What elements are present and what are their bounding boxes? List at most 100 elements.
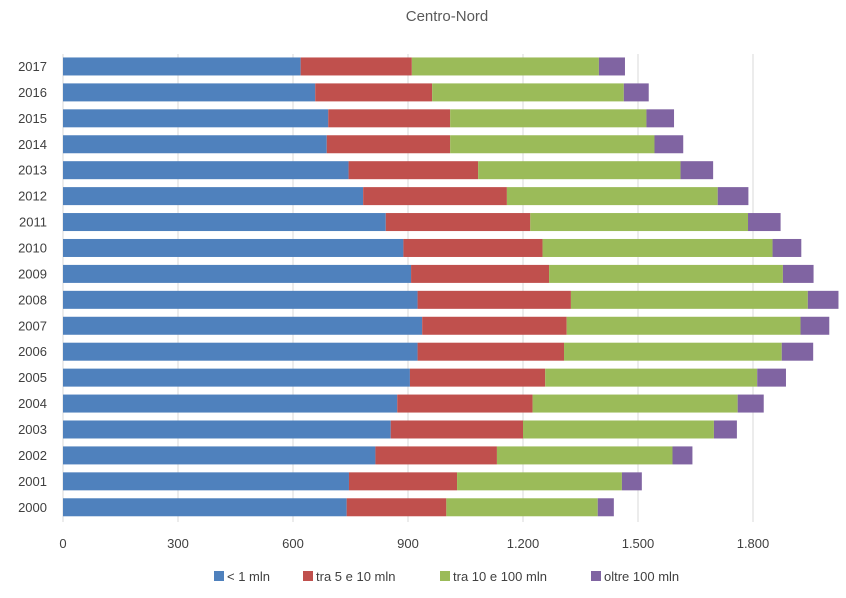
bar-segment: [530, 213, 749, 232]
bar-segment: [63, 109, 329, 128]
bar-segment: [63, 83, 316, 102]
y-tick-label: 2010: [18, 240, 47, 255]
bar-segment: [63, 213, 386, 232]
bar-segment: [672, 446, 693, 465]
bar-segment: [523, 420, 714, 439]
y-tick-label: 2000: [18, 500, 47, 515]
y-tick-label: 2007: [18, 318, 47, 333]
y-tick-label: 2002: [18, 448, 47, 463]
bar-segment: [63, 161, 349, 180]
chart-title: Centro-Nord: [406, 8, 489, 25]
bar-segment: [713, 420, 737, 439]
bar-segment: [597, 498, 614, 517]
bar-segment: [326, 135, 451, 154]
x-tick-label: 1.200: [507, 536, 540, 551]
bar-segment: [417, 342, 565, 361]
bar-segment: [506, 187, 718, 206]
bar-segment: [532, 394, 738, 413]
bar-segment: [446, 498, 598, 517]
bar-segment: [346, 498, 447, 517]
bar-segment: [63, 394, 398, 413]
bar-segment: [411, 264, 550, 283]
y-tick-label: 2017: [18, 59, 47, 74]
legend-swatch: [591, 571, 601, 581]
legend-label: oltre 100 mln: [604, 569, 679, 584]
x-tick-label: 0: [59, 536, 66, 551]
legend-swatch: [303, 571, 313, 581]
x-tick-label: 600: [282, 536, 304, 551]
bar-segment: [717, 187, 749, 206]
bar-segment: [63, 290, 418, 309]
bar-segment: [363, 187, 507, 206]
y-tick-label: 2013: [18, 163, 47, 178]
bar-segment: [375, 446, 497, 465]
x-tick-label: 900: [397, 536, 419, 551]
x-tick-label: 1.800: [737, 536, 770, 551]
y-axis-labels: 2017 2016 2015 2014 2013 2012 2011 2010 2009 2008…: [18, 59, 47, 515]
y-tick-label: 2004: [18, 396, 47, 411]
bar-segment: [800, 316, 830, 335]
bar-segment: [478, 161, 681, 180]
y-tick-label: 2001: [18, 474, 47, 489]
bar-segment: [748, 213, 781, 232]
bar-segment: [542, 238, 773, 257]
bar-segment: [772, 238, 802, 257]
bar-segment: [496, 446, 673, 465]
bar-segment: [757, 368, 786, 387]
bar-segment: [411, 57, 599, 76]
bar-segment: [545, 368, 758, 387]
bar-segment: [422, 316, 567, 335]
y-tick-label: 2003: [18, 422, 47, 437]
y-tick-label: 2011: [19, 215, 47, 230]
bar-segment: [549, 264, 783, 283]
bar-segment: [348, 161, 479, 180]
bar-segment: [63, 446, 376, 465]
y-tick-label: 2015: [18, 111, 47, 126]
bar-segment: [63, 420, 391, 439]
bar-segment: [403, 238, 543, 257]
bar-segment: [409, 368, 546, 387]
bar-segment: [397, 394, 533, 413]
y-tick-label: 2014: [18, 137, 47, 152]
bar-segment: [450, 135, 655, 154]
legend-swatch: [214, 571, 224, 581]
bar-segment: [63, 498, 347, 517]
bar-segment: [300, 57, 412, 76]
bar-segment: [432, 83, 624, 102]
bar-segment: [348, 472, 458, 491]
bar-segment: [621, 472, 642, 491]
bar-segment: [390, 420, 523, 439]
x-tick-label: 300: [167, 536, 189, 551]
x-axis-labels: 0 300 600 900 1.200 1.500 1.800: [59, 536, 769, 551]
y-tick-label: 2006: [18, 344, 47, 359]
x-tick-label: 1.500: [622, 536, 655, 551]
y-tick-label: 2012: [18, 189, 47, 204]
bar-segment: [623, 83, 649, 102]
bar-segment: [457, 472, 622, 491]
legend-label: tra 10 e 100 mln: [453, 569, 547, 584]
bar-segment: [63, 316, 423, 335]
bar-segment: [63, 342, 418, 361]
y-tick-label: 2016: [18, 85, 47, 100]
bar-segment: [63, 472, 349, 491]
bar-segment: [385, 213, 531, 232]
bar-segment: [417, 290, 571, 309]
bar-segment: [781, 342, 814, 361]
bar-segment: [598, 57, 625, 76]
bar-segment: [564, 342, 782, 361]
bar-segment: [63, 187, 364, 206]
gridlines: [62, 54, 754, 522]
y-tick-label: 2005: [18, 370, 47, 385]
bar-segment: [450, 109, 647, 128]
bar-segment: [63, 57, 301, 76]
bar-segment: [63, 264, 412, 283]
bar-segment: [737, 394, 764, 413]
bar-segment: [63, 135, 327, 154]
bar-segment: [63, 238, 404, 257]
bar-segment: [646, 109, 675, 128]
bar-segment: [566, 316, 801, 335]
legend-label: < 1 mln: [227, 569, 270, 584]
legend-swatch: [440, 571, 450, 581]
bar-segment: [680, 161, 714, 180]
